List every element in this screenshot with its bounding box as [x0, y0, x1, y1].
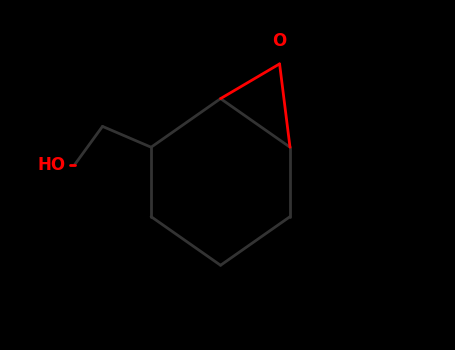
Text: HO: HO [38, 156, 66, 174]
Text: O: O [273, 32, 287, 50]
